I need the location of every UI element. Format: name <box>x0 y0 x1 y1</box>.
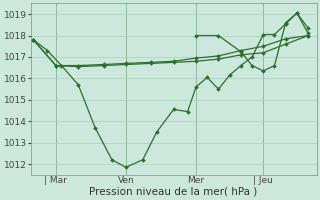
X-axis label: Pression niveau de la mer( hPa ): Pression niveau de la mer( hPa ) <box>90 187 258 197</box>
